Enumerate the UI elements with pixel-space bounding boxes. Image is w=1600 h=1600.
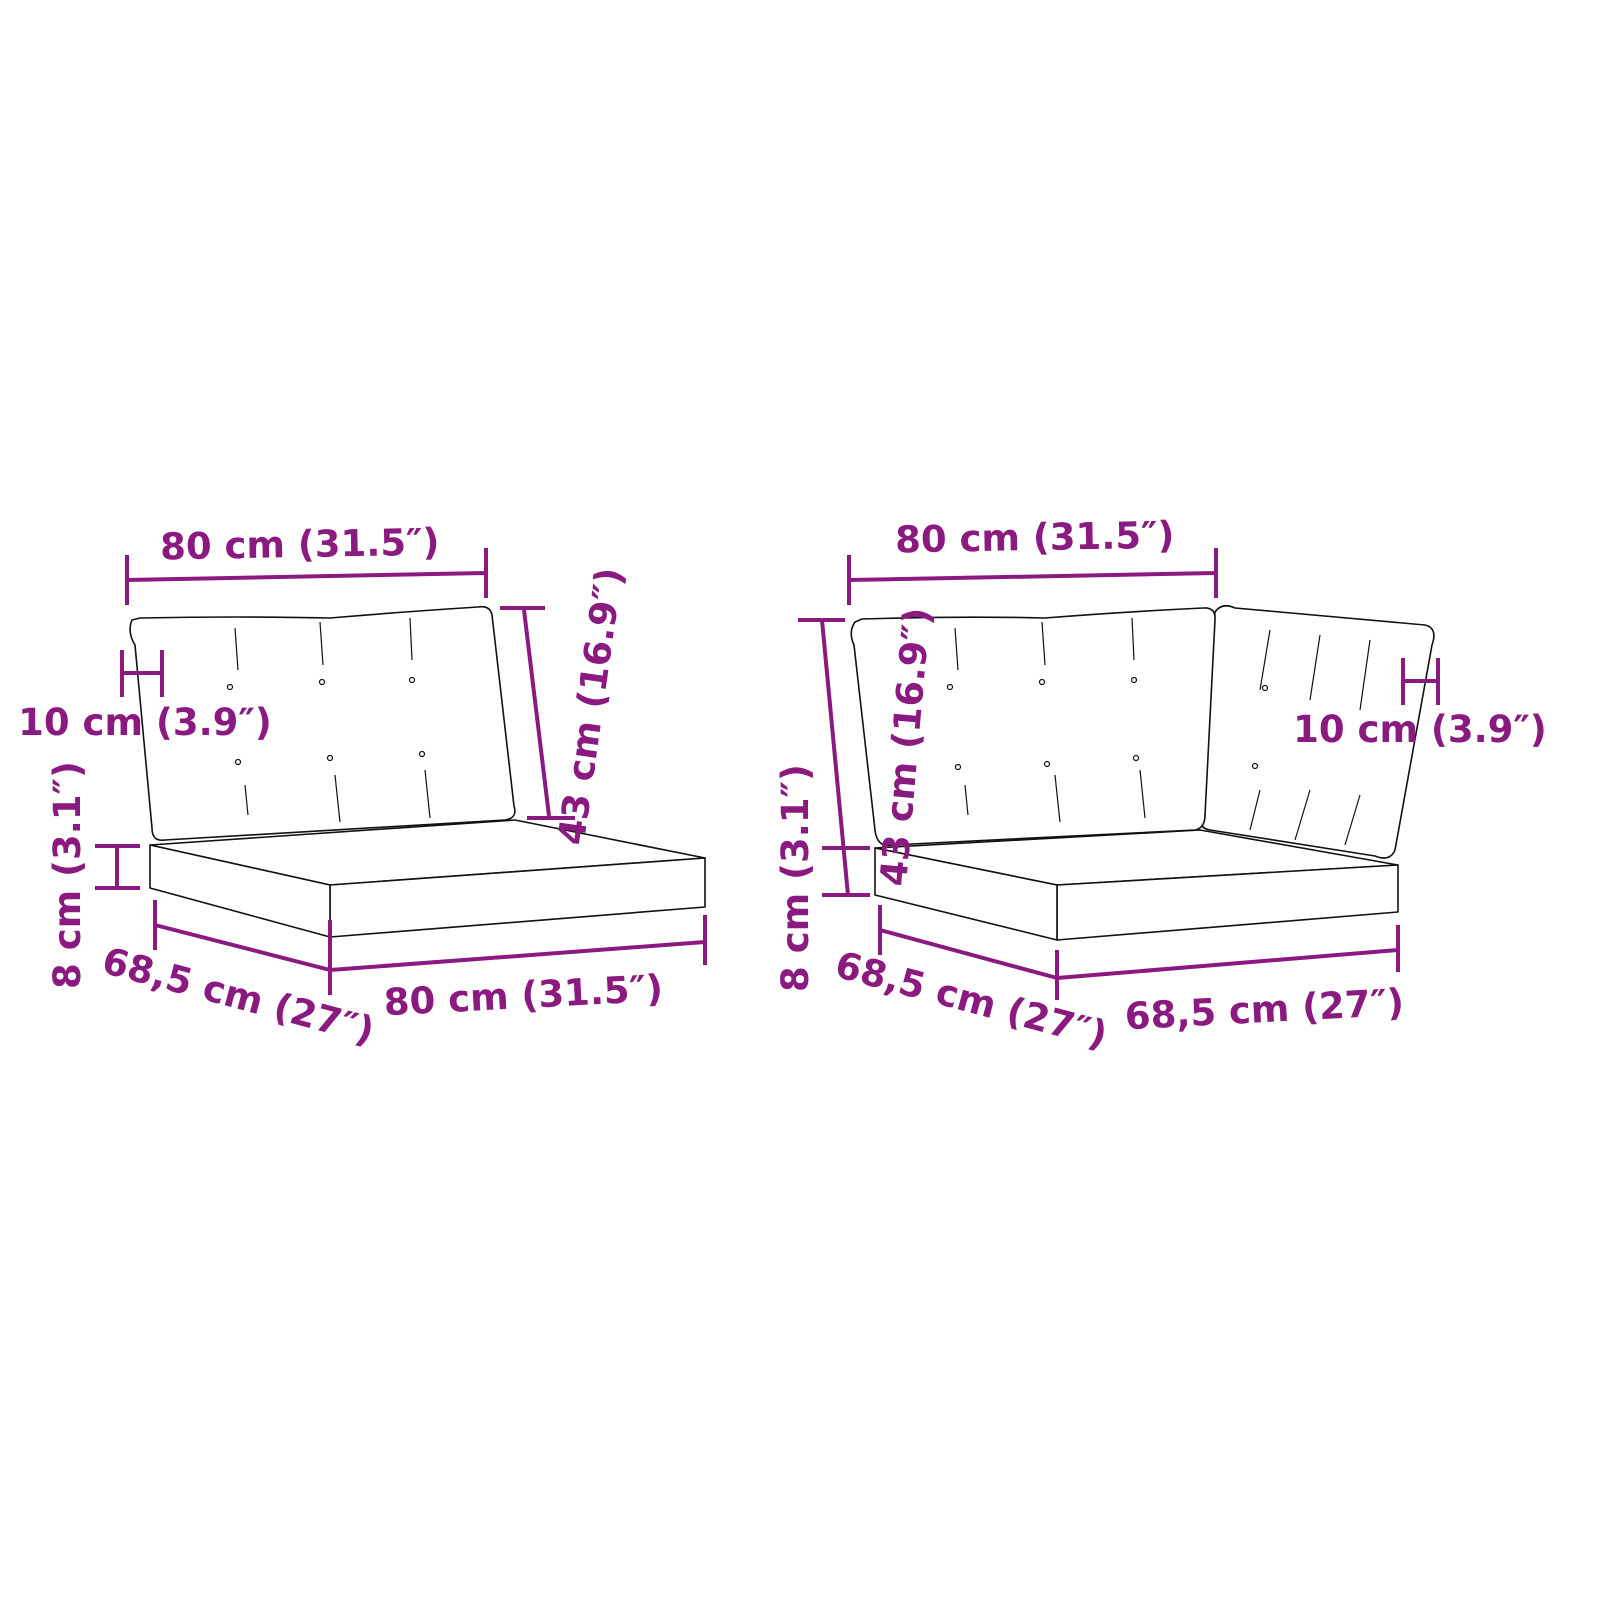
left-back-buttons bbox=[226, 676, 426, 766]
left-cushion-set: 80 cm (31.5″) 10 cm (3.9″) 43 cm (16.9″)… bbox=[18, 521, 707, 1053]
left-back-width-label: 80 cm (31.5″) bbox=[160, 521, 440, 569]
left-back-thickness-label: 10 cm (3.9″) bbox=[18, 701, 272, 744]
left-back-height-label: 43 cm (16.9″) bbox=[550, 565, 631, 848]
left-back-tufts bbox=[234, 617, 431, 823]
right-back-buttons bbox=[946, 676, 1269, 771]
right-seat-cushion bbox=[874, 829, 1399, 941]
right-seat-thickness-label: 8 cm (3.1″) bbox=[774, 764, 817, 992]
right-back-width-label: 80 cm (31.5″) bbox=[895, 514, 1175, 562]
left-seat-width-label: 80 cm (31.5″) bbox=[383, 967, 664, 1025]
left-back-cushion bbox=[129, 605, 516, 842]
left-dimension-lines bbox=[95, 548, 707, 995]
right-seat-width-label: 68,5 cm (27″) bbox=[1124, 981, 1405, 1039]
right-back-tufts bbox=[954, 617, 1371, 846]
right-back-thickness-label: 10 cm (3.9″) bbox=[1293, 708, 1547, 751]
left-seat-cushion bbox=[149, 819, 706, 938]
right-corner-cushion-set: 80 cm (31.5″) 10 cm (3.9″) 43 cm (16.9″)… bbox=[774, 514, 1547, 1057]
left-seat-depth-label: 68,5 cm (27″) bbox=[98, 939, 379, 1053]
right-back-cushion bbox=[850, 607, 1216, 847]
right-dimension-lines bbox=[798, 548, 1440, 1000]
left-seat-thickness-label: 8 cm (3.1″) bbox=[46, 761, 89, 989]
right-seat-depth-label: 68,5 cm (27″) bbox=[831, 943, 1112, 1057]
